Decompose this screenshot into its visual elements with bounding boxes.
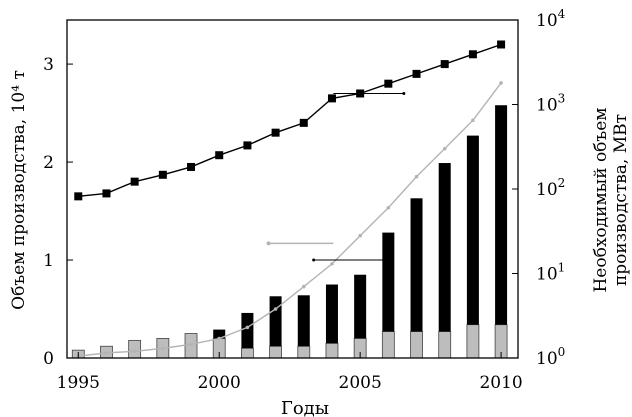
y-right-tick-label: 104 xyxy=(536,7,566,31)
y-left-tick-label: 1 xyxy=(43,251,54,271)
point-gray-2002 xyxy=(273,307,278,311)
point-square-1995 xyxy=(74,192,83,201)
y-left-tick-label: 2 xyxy=(43,153,54,173)
point-gray-2000 xyxy=(217,336,222,341)
pointer-start-gray xyxy=(266,241,271,246)
point-gray-1997 xyxy=(132,349,137,354)
series-line-squares xyxy=(78,43,502,198)
bar-gray-2002 xyxy=(269,345,282,359)
bar-black-2000 xyxy=(213,329,226,339)
point-gray-2010 xyxy=(499,81,503,85)
bar-black-2010 xyxy=(495,105,508,325)
point-gray-2001 xyxy=(245,325,250,330)
x-tick-label: 2010 xyxy=(479,373,522,393)
pointer-arrows xyxy=(266,91,406,262)
y-axis-label-left: Объем производства, 10⁴ т xyxy=(9,70,29,310)
y-right-tick-label: 100 xyxy=(536,345,565,369)
axis-ticks: 1995 2000 2005 2010 0 1 2 3 100 101 102 103 104 xyxy=(43,7,565,393)
point-square-2010 xyxy=(497,40,506,49)
point-gray-1999 xyxy=(189,342,193,347)
bar-black-2009 xyxy=(466,135,479,325)
bar-gray-2001 xyxy=(240,347,254,359)
point-gray-1996 xyxy=(104,351,109,355)
pointer-start-bars xyxy=(312,258,316,262)
point-square-2001 xyxy=(243,141,252,150)
pointer-end-squares xyxy=(402,91,406,95)
bar-black-2006 xyxy=(382,232,395,332)
point-square-2002 xyxy=(271,128,280,137)
bar-black-2004 xyxy=(325,284,338,344)
point-square-2006 xyxy=(384,79,393,88)
y-right-tick-label: 101 xyxy=(536,261,565,285)
y-axis-label-right-line1: Необходимый объем xyxy=(591,107,611,292)
point-square-1997 xyxy=(130,177,139,186)
point-square-1998 xyxy=(158,170,167,179)
y-right-tick-label: 103 xyxy=(536,92,565,116)
bar-gray-2008 xyxy=(438,331,452,359)
point-gray-2006 xyxy=(386,205,391,210)
point-gray-2007 xyxy=(414,174,419,179)
x-tick-label: 1995 xyxy=(57,373,100,393)
point-gray-2005 xyxy=(358,233,362,238)
point-square-2008 xyxy=(440,60,449,69)
x-tick-label: 2005 xyxy=(339,373,382,393)
bar-gray-2004 xyxy=(325,342,339,359)
bar-gray-2006 xyxy=(381,331,395,359)
y-axis-label-right-line2: производства, МВт xyxy=(611,114,631,286)
point-gray-1998 xyxy=(161,346,165,351)
x-tick-label: 2000 xyxy=(198,373,241,393)
point-square-2004 xyxy=(327,94,336,103)
x-axis-label: Годы xyxy=(281,398,329,417)
series-line-gray xyxy=(78,82,502,357)
point-square-2003 xyxy=(299,118,308,127)
point-square-2009 xyxy=(468,50,477,59)
point-gray-2008 xyxy=(442,146,447,151)
point-gray-2004 xyxy=(330,262,334,266)
point-gray-2009 xyxy=(471,118,475,123)
bar-gray-2003 xyxy=(297,345,311,359)
point-square-2007 xyxy=(412,69,421,78)
bar-gray-1997 xyxy=(128,339,142,359)
point-gray-2003 xyxy=(301,284,306,289)
point-square-2000 xyxy=(215,151,224,160)
bar-gray-2009 xyxy=(466,324,480,359)
bar-black-2002 xyxy=(269,296,282,347)
bar-black-2005 xyxy=(354,274,367,339)
bars-layer xyxy=(71,105,508,359)
lines-layer xyxy=(74,40,506,359)
y-right-tick-label: 102 xyxy=(536,176,565,200)
bar-black-2003 xyxy=(297,295,310,347)
y-left-tick-label: 3 xyxy=(43,55,54,75)
bar-black-2008 xyxy=(438,163,451,332)
y-left-tick-label: 0 xyxy=(43,349,54,369)
point-square-1996 xyxy=(102,189,111,198)
bar-black-2001 xyxy=(241,312,254,349)
bar-black-2007 xyxy=(410,198,423,332)
point-square-1999 xyxy=(187,162,196,171)
bar-gray-2007 xyxy=(410,331,423,359)
